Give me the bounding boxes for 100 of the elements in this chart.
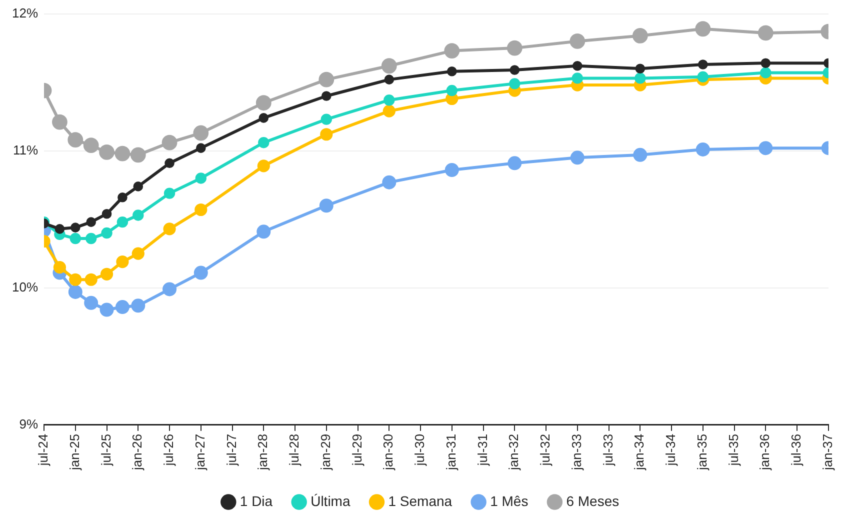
point	[320, 114, 332, 125]
point	[633, 148, 648, 162]
point	[698, 60, 708, 70]
point	[382, 104, 396, 118]
point	[164, 158, 174, 168]
point	[114, 146, 130, 162]
point	[758, 25, 774, 41]
point	[84, 273, 98, 286]
point	[162, 134, 178, 150]
x-tick-label: jul-27	[224, 434, 239, 467]
point	[132, 247, 144, 260]
point	[258, 137, 270, 148]
point	[446, 84, 458, 96]
y-tick-label: 11%	[12, 142, 38, 158]
point	[508, 156, 522, 170]
point	[194, 266, 208, 280]
x-tick-label: jan-35	[694, 434, 710, 472]
point	[760, 67, 772, 78]
point	[69, 273, 82, 286]
point	[163, 222, 176, 236]
x-tick-label: jul-30	[412, 434, 428, 467]
point	[634, 72, 646, 84]
point	[130, 147, 146, 163]
y-tick-label: 10%	[12, 279, 38, 294]
point	[116, 216, 128, 228]
point	[68, 284, 82, 299]
x-tick-label: jul-35	[726, 434, 741, 467]
point	[162, 282, 177, 296]
point	[116, 256, 129, 268]
legend-label: 1 Dia	[240, 492, 273, 509]
x-tick-label: jul-36	[788, 434, 804, 467]
x-tick-label: jan-37	[820, 434, 835, 472]
point	[384, 74, 394, 84]
point	[506, 40, 522, 56]
point	[381, 58, 397, 74]
point	[444, 163, 459, 178]
x-tick-label: jan-27	[192, 434, 208, 472]
point	[257, 160, 270, 172]
x-tick-label: jul-28	[286, 434, 302, 467]
point	[758, 141, 773, 156]
point	[132, 210, 144, 221]
point	[697, 71, 708, 82]
x-tick-label: jul-24	[36, 434, 51, 467]
x-tick-label: jan-25	[66, 434, 82, 472]
point	[53, 260, 66, 274]
point	[570, 34, 586, 49]
x-tick-label: jan-26	[130, 434, 145, 472]
x-tick-label: jul-26	[161, 434, 176, 467]
y-tick-label: 9%	[19, 416, 38, 432]
point	[100, 268, 114, 280]
point	[635, 64, 646, 74]
legend-label: Última	[310, 492, 350, 509]
y-tick-label: 12%	[12, 5, 38, 20]
point	[102, 208, 112, 219]
point	[572, 60, 582, 71]
point	[318, 72, 334, 88]
x-tick-label: jul-33	[600, 434, 616, 467]
point	[101, 227, 112, 239]
point	[70, 222, 80, 232]
point	[384, 94, 395, 106]
point	[100, 302, 114, 317]
point	[194, 203, 208, 216]
point	[632, 28, 648, 44]
point	[52, 114, 68, 130]
point	[382, 175, 396, 190]
point	[570, 150, 584, 165]
legend-label: 6 Meses	[566, 492, 620, 509]
x-tick-label: jan-33	[568, 434, 584, 472]
point	[195, 172, 206, 184]
point	[509, 78, 520, 90]
x-tick-label: jan-34	[632, 434, 647, 472]
point	[131, 298, 146, 313]
point	[572, 72, 583, 84]
x-tick-label: jan-28	[255, 434, 270, 472]
point	[321, 91, 332, 101]
point	[258, 113, 269, 123]
point	[444, 43, 460, 58]
point	[696, 142, 710, 156]
x-tick-label: jan-31	[443, 434, 458, 472]
point	[118, 192, 128, 202]
point	[695, 21, 711, 37]
x-tick-label: jan-29	[318, 434, 333, 472]
point	[164, 188, 176, 199]
point	[86, 217, 96, 227]
x-tick-label: jan-32	[506, 434, 522, 472]
point	[85, 232, 97, 244]
point	[68, 132, 84, 148]
point	[446, 66, 457, 76]
point	[760, 58, 771, 68]
point	[83, 138, 99, 154]
point	[193, 125, 209, 141]
point	[70, 232, 81, 244]
point	[320, 128, 333, 141]
point	[84, 296, 98, 310]
point	[196, 143, 206, 153]
x-tick-label: jan-36	[757, 434, 772, 472]
x-tick-label: jul-34	[663, 434, 678, 467]
point	[256, 95, 272, 111]
x-tick-label: jan-30	[380, 434, 396, 472]
x-tick-label: jul-31	[474, 434, 490, 467]
